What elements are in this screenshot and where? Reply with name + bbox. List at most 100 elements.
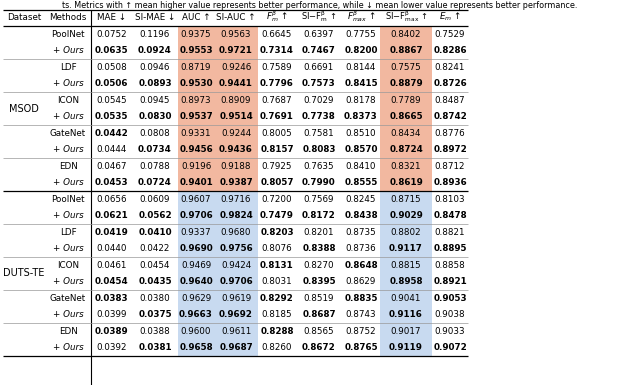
- Text: 0.9537: 0.9537: [179, 112, 213, 121]
- Text: 0.8388: 0.8388: [302, 244, 336, 253]
- Text: 0.8292: 0.8292: [260, 294, 294, 303]
- Text: 0.8712: 0.8712: [435, 162, 465, 171]
- Text: + Ours: + Ours: [52, 46, 83, 55]
- Bar: [214, 257, 258, 290]
- Text: 0.9041: 0.9041: [391, 294, 421, 303]
- Text: 0.9716: 0.9716: [221, 195, 251, 204]
- Text: 0.8815: 0.8815: [390, 261, 421, 270]
- Text: PoolNet: PoolNet: [51, 30, 84, 39]
- Text: 0.8478: 0.8478: [433, 211, 467, 220]
- Text: 0.0830: 0.0830: [138, 112, 172, 121]
- Text: GateNet: GateNet: [50, 129, 86, 138]
- Text: 0.7200: 0.7200: [262, 195, 292, 204]
- Text: 0.8260: 0.8260: [262, 343, 292, 352]
- Text: 0.6691: 0.6691: [304, 63, 334, 72]
- Text: 0.8245: 0.8245: [346, 195, 376, 204]
- Text: 0.9721: 0.9721: [219, 46, 253, 55]
- Text: 0.8776: 0.8776: [435, 129, 465, 138]
- Text: 0.0383: 0.0383: [95, 294, 128, 303]
- Text: 0.8144: 0.8144: [346, 63, 376, 72]
- Text: 0.8735: 0.8735: [346, 228, 376, 237]
- Text: $\mathregular{SI}$$\mathregular{-F_m^\beta}$ ↑: $\mathregular{SI}$$\mathregular{-F_m^\be…: [301, 10, 337, 25]
- Text: + Ours: + Ours: [52, 343, 83, 352]
- Text: 0.7925: 0.7925: [262, 162, 292, 171]
- Text: 0.8076: 0.8076: [262, 244, 292, 253]
- Text: EDN: EDN: [59, 162, 77, 171]
- Text: 0.7796: 0.7796: [260, 79, 294, 88]
- Text: SI-AUC ↑: SI-AUC ↑: [216, 13, 256, 22]
- Text: + Ours: + Ours: [52, 178, 83, 187]
- Text: 0.8057: 0.8057: [260, 178, 294, 187]
- Text: 0.0621: 0.0621: [95, 211, 129, 220]
- Text: 0.0752: 0.0752: [96, 30, 127, 39]
- Text: 0.9514: 0.9514: [219, 112, 253, 121]
- Text: 0.8719: 0.8719: [180, 63, 211, 72]
- Text: $E_m$ ↑: $E_m$ ↑: [439, 11, 461, 23]
- Text: 0.0562: 0.0562: [138, 211, 172, 220]
- Text: 0.7479: 0.7479: [260, 211, 294, 220]
- Text: 0.7467: 0.7467: [302, 46, 336, 55]
- Text: 0.9053: 0.9053: [433, 294, 467, 303]
- Text: 0.8921: 0.8921: [433, 277, 467, 286]
- Text: 0.9038: 0.9038: [435, 310, 465, 319]
- Text: + Ours: + Ours: [52, 211, 83, 220]
- Text: 0.8203: 0.8203: [260, 228, 294, 237]
- Text: 0.8835: 0.8835: [344, 294, 378, 303]
- Text: 0.0609: 0.0609: [140, 195, 170, 204]
- Text: 0.7990: 0.7990: [302, 178, 336, 187]
- Text: 0.9563: 0.9563: [221, 30, 252, 39]
- Bar: [214, 290, 258, 323]
- Text: 0.0808: 0.0808: [140, 129, 170, 138]
- Text: 0.9401: 0.9401: [179, 178, 213, 187]
- Text: 0.7575: 0.7575: [390, 63, 421, 72]
- Bar: [214, 323, 258, 356]
- Text: 0.8438: 0.8438: [344, 211, 378, 220]
- Text: 0.9017: 0.9017: [391, 327, 421, 336]
- Text: 0.8487: 0.8487: [435, 96, 465, 105]
- Text: 0.9331: 0.9331: [180, 129, 211, 138]
- Bar: [214, 224, 258, 257]
- Text: 0.0788: 0.0788: [140, 162, 170, 171]
- Text: Dataset: Dataset: [7, 13, 41, 22]
- Text: 0.8936: 0.8936: [433, 178, 467, 187]
- Text: 0.7314: 0.7314: [260, 46, 294, 55]
- Bar: [214, 92, 258, 125]
- Bar: [178, 125, 214, 158]
- Bar: [214, 59, 258, 92]
- Bar: [380, 224, 432, 257]
- Text: 0.0442: 0.0442: [95, 129, 129, 138]
- Text: 0.9687: 0.9687: [219, 343, 253, 352]
- Text: 0.9469: 0.9469: [181, 261, 211, 270]
- Text: 0.8821: 0.8821: [435, 228, 465, 237]
- Text: 0.0545: 0.0545: [96, 96, 127, 105]
- Text: 0.9706: 0.9706: [179, 211, 213, 220]
- Text: 0.0392: 0.0392: [96, 343, 127, 352]
- Text: 0.8687: 0.8687: [302, 310, 336, 319]
- Text: 0.8958: 0.8958: [389, 277, 423, 286]
- Bar: [178, 323, 214, 356]
- Text: 0.9663: 0.9663: [179, 310, 213, 319]
- Text: 0.0375: 0.0375: [138, 310, 172, 319]
- Text: 0.0893: 0.0893: [138, 79, 172, 88]
- Text: 0.6397: 0.6397: [304, 30, 334, 39]
- Text: AUC ↑: AUC ↑: [182, 13, 211, 22]
- Text: EDN: EDN: [59, 327, 77, 336]
- Text: 0.0440: 0.0440: [96, 244, 127, 253]
- Text: 0.8867: 0.8867: [389, 46, 423, 55]
- Text: 0.0389: 0.0389: [95, 327, 128, 336]
- Text: + Ours: + Ours: [52, 310, 83, 319]
- Text: 0.8395: 0.8395: [302, 277, 336, 286]
- Text: GateNet: GateNet: [50, 294, 86, 303]
- Text: 0.0635: 0.0635: [95, 46, 128, 55]
- Bar: [214, 26, 258, 59]
- Text: + Ours: + Ours: [52, 244, 83, 253]
- Text: 0.8157: 0.8157: [260, 145, 294, 154]
- Text: 0.0380: 0.0380: [140, 294, 170, 303]
- Bar: [380, 290, 432, 323]
- Text: $F_{max}^\beta$ ↑: $F_{max}^\beta$ ↑: [346, 10, 376, 25]
- Text: 0.0467: 0.0467: [96, 162, 127, 171]
- Text: 0.9456: 0.9456: [179, 145, 213, 154]
- Text: 0.8726: 0.8726: [433, 79, 467, 88]
- Text: 0.8802: 0.8802: [390, 228, 421, 237]
- Bar: [380, 92, 432, 125]
